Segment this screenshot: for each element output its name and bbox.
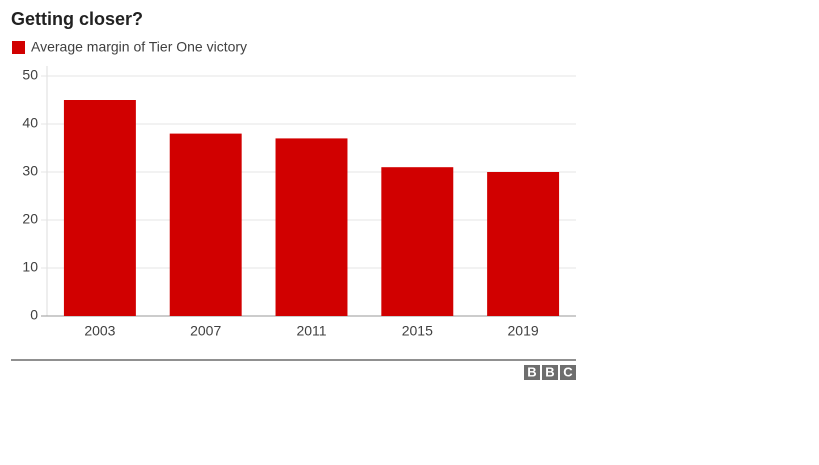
y-tick-label: 0 (30, 307, 38, 323)
x-tick-label: 2011 (296, 323, 326, 339)
logo-letter: B (527, 364, 536, 379)
logo-box (560, 365, 576, 380)
bar (487, 172, 560, 316)
y-tick-label: 40 (22, 115, 38, 131)
logo-box (524, 365, 540, 380)
x-tick-label: 2019 (508, 323, 539, 339)
y-tick-label: 20 (22, 211, 38, 227)
bar (381, 167, 454, 316)
y-tick-label: 10 (22, 259, 38, 275)
x-tick-label: 2015 (402, 323, 433, 339)
x-tick-label: 2007 (190, 323, 221, 339)
y-tick-label: 50 (22, 67, 38, 83)
logo-letter: B (545, 364, 554, 379)
bar (169, 133, 242, 316)
logo-box (542, 365, 558, 380)
bar (275, 138, 348, 316)
x-tick-label: 2003 (84, 323, 115, 339)
logo-letter: C (563, 364, 573, 379)
chart-title: Getting closer? (11, 9, 143, 29)
legend-swatch (12, 41, 25, 54)
y-tick-label: 30 (22, 163, 38, 179)
bar (63, 100, 136, 316)
legend-label: Average margin of Tier One victory (31, 39, 247, 55)
